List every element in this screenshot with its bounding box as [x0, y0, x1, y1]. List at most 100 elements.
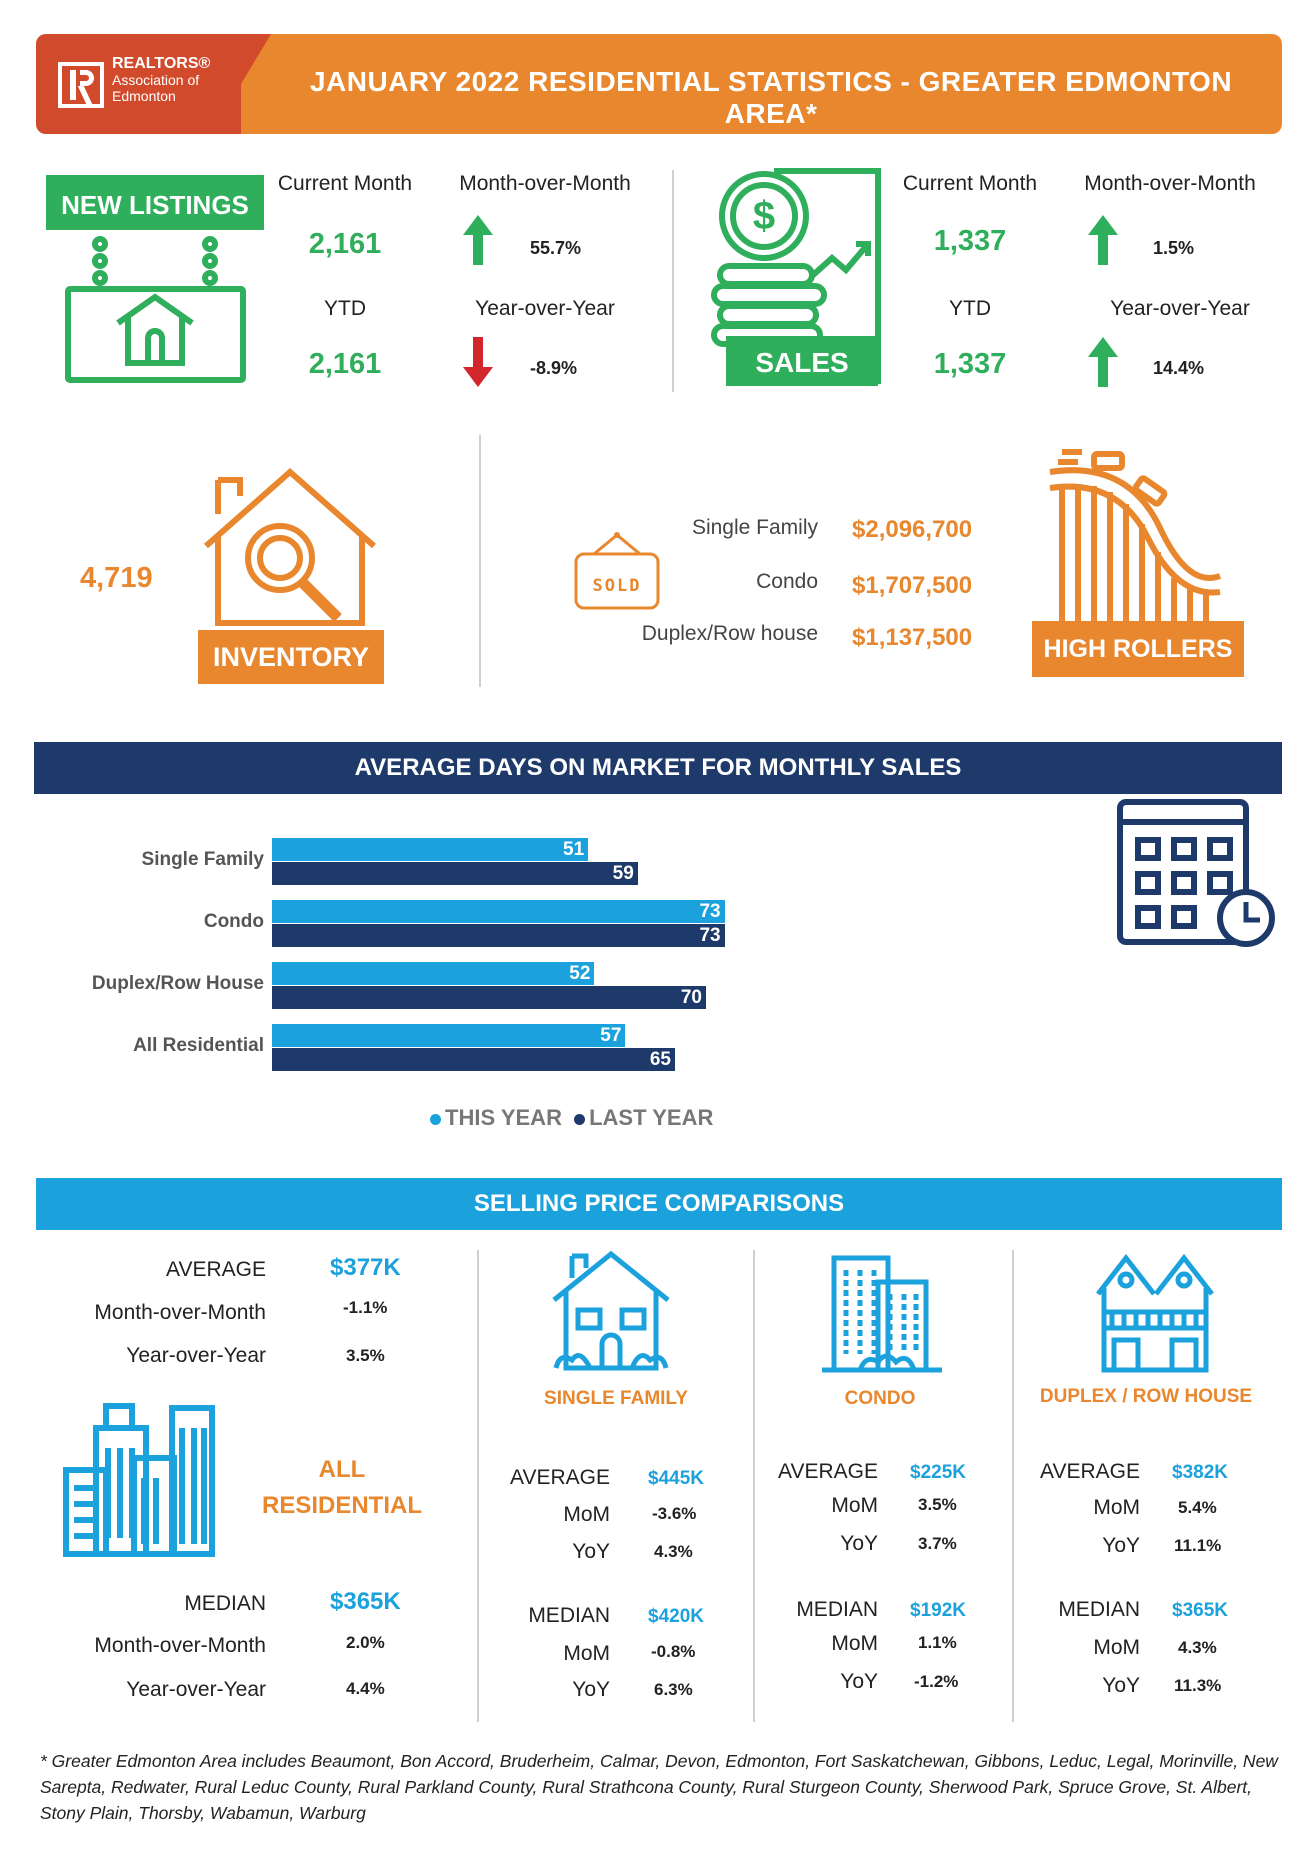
divider-top	[672, 170, 674, 392]
all-residential-title-line1: ALL	[318, 1456, 366, 1483]
nl-mom-label: Month-over-Month	[459, 172, 631, 195]
all-med-mom-value: 2.0%	[346, 1633, 385, 1652]
duplex-median-value: $365K	[1172, 1600, 1228, 1621]
duplex-avg-yoy-value: 11.1%	[1174, 1536, 1222, 1555]
svg-text:$: $	[753, 194, 775, 238]
new-listings-sign: NEW LISTINGS	[61, 190, 249, 220]
footnote: * Greater Edmonton Area includes Beaumon…	[40, 1751, 1278, 1823]
roller-coaster-icon	[1049, 449, 1222, 623]
realtors-logo-icon	[58, 62, 104, 108]
bar-label-this-year-duplex-row-house: 52	[569, 963, 591, 984]
inventory-sign: INVENTORY	[198, 630, 384, 684]
inventory-value: 4,719	[80, 562, 153, 594]
all-avg-mom-value: -1.1%	[343, 1298, 388, 1317]
all-med-yoy-label: Year-over-Year	[126, 1678, 266, 1701]
duplex-rowhouse-icon	[1096, 1254, 1214, 1373]
sales-money-icon: $	[711, 168, 881, 386]
page-title: JANUARY 2022 RESIDENTIAL STATISTICS - GR…	[309, 66, 1233, 129]
divider-mid	[479, 435, 481, 687]
org-line1: REALTORS®	[112, 55, 211, 72]
condo-building-icon	[822, 1255, 942, 1373]
hr-value-condo: $1,707,500	[852, 572, 973, 599]
header-banner: REALTORS® Association of Edmonton JANUAR…	[36, 34, 1282, 134]
bar-last-year-single-family	[272, 862, 638, 885]
sf-average-value: $445K	[648, 1468, 704, 1489]
duplex-avg-mom-value: 5.4%	[1178, 1498, 1217, 1517]
duplex-med-yoy-value: 11.3%	[1174, 1676, 1222, 1695]
sales-ytd-label: YTD	[949, 297, 991, 320]
sf-med-yoy-label: YoY	[572, 1678, 610, 1701]
condo-median-value: $192K	[910, 1600, 966, 1621]
bar-last-year-condo	[272, 924, 725, 947]
bar-label-last-year-single-family: 59	[612, 863, 634, 884]
duplex-median-label: MEDIAN	[1058, 1598, 1140, 1621]
sf-med-mom-label: MoM	[563, 1642, 610, 1665]
bar-last-year-all-residential	[272, 1048, 675, 1071]
bar-this-year-condo	[272, 900, 725, 923]
condo-avg-yoy-label: YoY	[840, 1532, 878, 1555]
bar-last-year-duplex-row-house	[272, 986, 706, 1009]
calendar-clock-icon	[1117, 799, 1275, 947]
nl-yoy-value: -8.9%	[530, 358, 578, 378]
all-avg-mom-label: Month-over-Month	[94, 1301, 266, 1324]
all-avg-yoy-value: 3.5%	[346, 1346, 385, 1365]
bar-label-last-year-condo: 73	[699, 925, 721, 946]
bar-label-this-year-condo: 73	[699, 901, 721, 922]
high-rollers-sign: HIGH ROLLERS	[1032, 621, 1244, 677]
listing-sign-icon	[46, 175, 264, 383]
sf-med-yoy-value: 6.3%	[654, 1680, 693, 1699]
org-line2: Association of	[112, 72, 200, 88]
condo-med-mom-value: 1.1%	[918, 1633, 957, 1652]
hr-value-duplex: $1,137,500	[852, 624, 973, 651]
duplex-avg-yoy-label: YoY	[1102, 1534, 1140, 1557]
hr-value-single-family: $2,096,700	[852, 516, 973, 543]
sales-ytd-value: 1,337	[933, 348, 1007, 380]
condo-med-yoy-label: YoY	[840, 1670, 878, 1693]
down-arrow-icon	[463, 337, 493, 387]
category-label-condo: Condo	[203, 911, 264, 932]
legend-last-year-label: LAST YEAR	[589, 1105, 714, 1130]
hr-label-single-family: Single Family	[691, 516, 818, 539]
condo-med-yoy-value: -1.2%	[914, 1672, 959, 1691]
org-line3: Edmonton	[112, 88, 176, 104]
divider-price-2	[753, 1250, 755, 1722]
single-family-house-icon	[552, 1250, 670, 1371]
duplex-average-value: $382K	[1172, 1462, 1228, 1483]
all-med-yoy-value: 4.4%	[346, 1679, 385, 1698]
nl-ytd-label: YTD	[324, 297, 366, 320]
duplex-med-yoy-label: YoY	[1102, 1674, 1140, 1697]
nl-current-month-label: Current Month	[277, 172, 413, 195]
all-residential-title: ALL RESIDENTIAL	[252, 1452, 432, 1524]
bar-this-year-all-residential	[272, 1024, 626, 1047]
divider-price-1	[477, 1250, 479, 1722]
condo-average-value: $225K	[910, 1462, 966, 1483]
nl-yoy-label: Year-over-Year	[475, 297, 615, 320]
single-family-title: SINGLE FAMILY	[544, 1388, 688, 1409]
legend-last-year-dot	[574, 1113, 586, 1125]
sf-median-label: MEDIAN	[528, 1604, 610, 1627]
bar-label-this-year-single-family: 51	[563, 839, 585, 860]
sf-avg-mom-label: MoM	[563, 1503, 610, 1526]
bar-label-last-year-duplex-row-house: 70	[680, 987, 702, 1008]
bar-this-year-duplex-row-house	[272, 962, 595, 985]
buildings-icon	[63, 1403, 215, 1557]
price-banner: SELLING PRICE COMPARISONS	[36, 1178, 1282, 1230]
sales-mom-label: Month-over-Month	[1084, 172, 1256, 195]
bar-label-this-year-all-residential: 57	[600, 1025, 622, 1046]
dom-banner: AVERAGE DAYS ON MARKET FOR MONTHLY SALES	[34, 742, 1282, 794]
all-average-value: $377K	[330, 1254, 401, 1281]
condo-avg-mom-value: 3.5%	[918, 1495, 957, 1514]
legend-last-year: LAST YEAR	[574, 1105, 713, 1130]
hr-label-condo: Condo	[756, 570, 818, 593]
chart-legend: THIS YEAR LAST YEAR	[430, 1105, 713, 1131]
duplex-med-mom-value: 4.3%	[1178, 1638, 1217, 1657]
sales-mom-value: 1.5%	[1153, 238, 1195, 258]
sales-yoy-label: Year-over-Year	[1110, 297, 1250, 320]
condo-median-label: MEDIAN	[796, 1598, 878, 1621]
all-median-label: MEDIAN	[184, 1592, 266, 1615]
condo-average-label: AVERAGE	[778, 1460, 878, 1483]
category-label-duplex-row-house: Duplex/Row House	[91, 973, 264, 994]
all-avg-yoy-label: Year-over-Year	[126, 1344, 266, 1367]
up-arrow-icon	[463, 215, 493, 265]
all-residential-title-line2: RESIDENTIAL	[261, 1492, 422, 1519]
